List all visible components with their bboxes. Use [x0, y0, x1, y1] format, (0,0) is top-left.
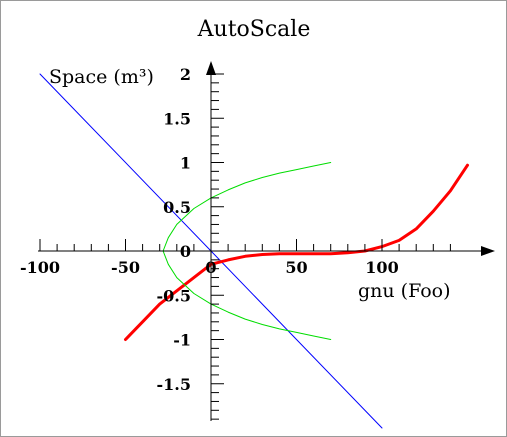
- x-tick-label: -50: [111, 258, 140, 277]
- y-tick-label: 0: [180, 242, 191, 261]
- y-tick-label: 1.5: [163, 109, 191, 128]
- y-tick-label: 0.5: [163, 198, 191, 217]
- y-tick-label: -0.5: [157, 286, 191, 305]
- x-axis-arrow: [481, 246, 495, 256]
- chart-title: AutoScale: [197, 17, 311, 42]
- y-tick-label: -1: [173, 331, 191, 350]
- series-2-line: [124, 163, 469, 341]
- y-axis-title: Space (m³): [49, 66, 154, 88]
- y-axis-arrow: [206, 61, 216, 75]
- y-tick-label: 1: [180, 154, 191, 173]
- x-tick-label: 100: [365, 258, 398, 277]
- x-tick-label: -100: [20, 258, 60, 277]
- x-tick-label: 50: [285, 258, 307, 277]
- y-tick-label: -1.5: [157, 375, 191, 394]
- y-tick-label: 2: [180, 65, 191, 84]
- x-axis-title: gnu (Foo): [358, 280, 451, 302]
